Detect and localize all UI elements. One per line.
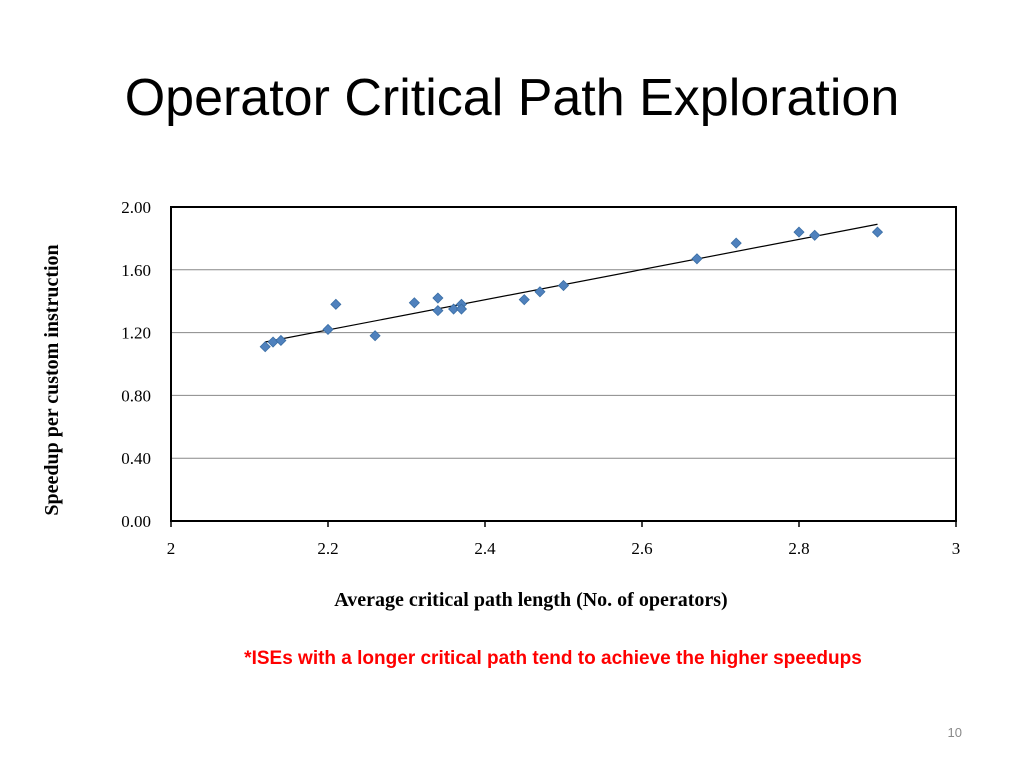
data-point (322, 323, 334, 336)
data-point (809, 229, 821, 241)
y-axis-tick-labels: 0.00 0.40 0.80 1.20 1.60 2.00 (121, 198, 151, 531)
data-point (871, 226, 884, 238)
data-point (408, 297, 420, 309)
data-point (557, 279, 570, 292)
x-tick-label: 3 (952, 539, 961, 558)
y-tick-label: 0.80 (121, 386, 151, 405)
data-point (432, 305, 444, 317)
x-tick-label: 2.8 (788, 539, 809, 558)
y-tick-label: 1.20 (121, 324, 151, 343)
data-point (275, 334, 287, 347)
y-axis-title: Speedup per custom instruction (41, 244, 63, 515)
data-point (730, 237, 742, 249)
data-point (432, 292, 444, 304)
data-point (448, 303, 460, 315)
x-tick-label: 2.6 (631, 539, 652, 558)
y-tick-label: 0.40 (121, 449, 151, 468)
slide-number: 10 (947, 725, 962, 740)
data-point (518, 294, 530, 306)
data-point (330, 298, 342, 310)
x-axis-ticks (170, 521, 957, 527)
y-tick-label: 0.00 (121, 512, 151, 531)
speedup-note: *ISEs with a longer critical path tend t… (244, 648, 862, 669)
data-point (793, 226, 805, 238)
x-axis-title: Average critical path length (No. of ope… (334, 589, 727, 611)
data-point (455, 303, 468, 315)
x-tick-label: 2 (167, 539, 176, 558)
plot-area-frame (170, 206, 957, 522)
data-point (691, 253, 703, 265)
slide-title: Operator Critical Path Exploration (124, 69, 900, 127)
y-tick-label: 1.60 (121, 261, 151, 280)
x-tick-label: 2.2 (317, 539, 338, 558)
data-points (259, 226, 884, 353)
data-point (369, 330, 381, 342)
y-tick-label: 2.00 (121, 198, 151, 217)
data-point (259, 341, 271, 353)
x-axis-tick-labels: 2 2.2 2.4 2.6 2.8 3 (167, 539, 961, 558)
x-tick-label: 2.4 (474, 539, 496, 558)
data-point (534, 286, 546, 298)
gridlines (171, 269, 956, 459)
linear-trendline (265, 223, 878, 343)
